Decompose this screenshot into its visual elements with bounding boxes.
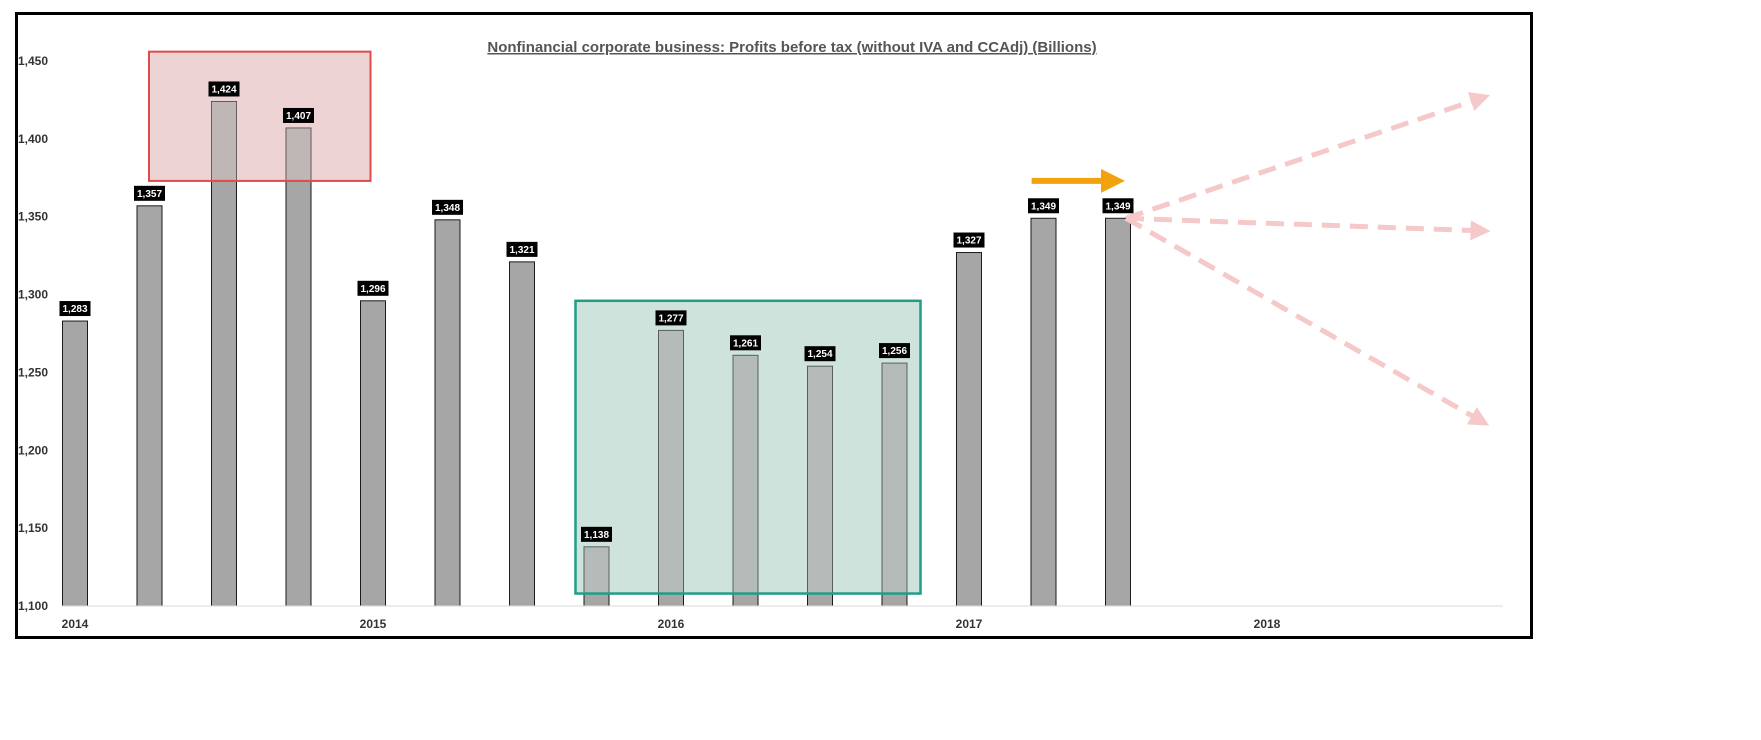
bar bbox=[434, 219, 461, 607]
x-tick-label: 2015 bbox=[360, 617, 387, 631]
data-label-box bbox=[432, 199, 463, 215]
data-label-box bbox=[506, 241, 538, 257]
data-label: 1,349 bbox=[1105, 201, 1130, 212]
data-label: 1,138 bbox=[584, 530, 609, 541]
chart-title: Nonfinancial corporate business: Profits… bbox=[487, 39, 1096, 56]
data-label: 1,261 bbox=[733, 338, 758, 349]
x-tick-label: 2017 bbox=[956, 617, 983, 631]
y-tick-label: 1,400 bbox=[18, 132, 48, 146]
data-label: 1,254 bbox=[807, 349, 832, 360]
data-label: 1,321 bbox=[509, 245, 534, 256]
bar bbox=[509, 261, 535, 607]
data-label-box bbox=[730, 335, 761, 351]
forecast-arrow bbox=[1125, 215, 1491, 241]
high-profit-highlight-fill bbox=[149, 51, 371, 181]
bar bbox=[658, 329, 684, 607]
bar bbox=[62, 320, 88, 607]
bar bbox=[136, 205, 163, 607]
data-label-box bbox=[357, 280, 389, 296]
data-label: 1,283 bbox=[62, 304, 87, 315]
y-tick-label: 1,350 bbox=[18, 210, 48, 224]
data-label-box bbox=[879, 343, 910, 359]
data-label: 1,256 bbox=[882, 346, 907, 357]
data-label: 1,407 bbox=[286, 111, 311, 122]
bar bbox=[807, 365, 833, 607]
x-tick-label: 2018 bbox=[1254, 617, 1281, 631]
bar bbox=[732, 354, 759, 607]
bar bbox=[881, 362, 908, 607]
data-label: 1,357 bbox=[137, 189, 162, 200]
data-label: 1,277 bbox=[658, 313, 683, 324]
data-label-box bbox=[208, 81, 240, 97]
forecast-arrow bbox=[1125, 92, 1490, 221]
data-label: 1,348 bbox=[435, 203, 460, 214]
data-label: 1,296 bbox=[360, 284, 385, 295]
data-label: 1,349 bbox=[1031, 201, 1056, 212]
y-tick-label: 1,250 bbox=[18, 365, 48, 379]
x-tick-label: 2016 bbox=[658, 617, 685, 631]
data-label-box bbox=[1102, 198, 1134, 214]
bar bbox=[583, 546, 610, 607]
high-profit-highlight-box bbox=[148, 50, 372, 182]
data-label-box bbox=[283, 107, 314, 123]
y-tick-label: 1,300 bbox=[18, 288, 48, 302]
data-label-box bbox=[804, 346, 836, 362]
bar bbox=[285, 127, 312, 607]
data-label-box bbox=[134, 185, 165, 201]
bar bbox=[211, 100, 237, 607]
forecast-arrow bbox=[1124, 216, 1490, 426]
data-label-box bbox=[655, 310, 687, 326]
x-tick-label: 2014 bbox=[62, 617, 89, 631]
data-label: 1,327 bbox=[956, 236, 981, 247]
bar bbox=[956, 252, 982, 607]
data-label: 1,424 bbox=[211, 84, 236, 95]
data-label-box bbox=[953, 232, 985, 248]
bar bbox=[1030, 217, 1057, 607]
bar bbox=[1105, 217, 1131, 607]
data-label-box bbox=[59, 301, 91, 317]
data-label-box bbox=[1028, 198, 1059, 214]
data-label-box bbox=[581, 526, 612, 542]
y-tick-label: 1,200 bbox=[18, 443, 48, 457]
bar bbox=[360, 300, 386, 607]
y-tick-label: 1,450 bbox=[18, 54, 48, 68]
y-tick-label: 1,150 bbox=[18, 521, 48, 535]
y-tick-label: 1,100 bbox=[18, 599, 48, 613]
